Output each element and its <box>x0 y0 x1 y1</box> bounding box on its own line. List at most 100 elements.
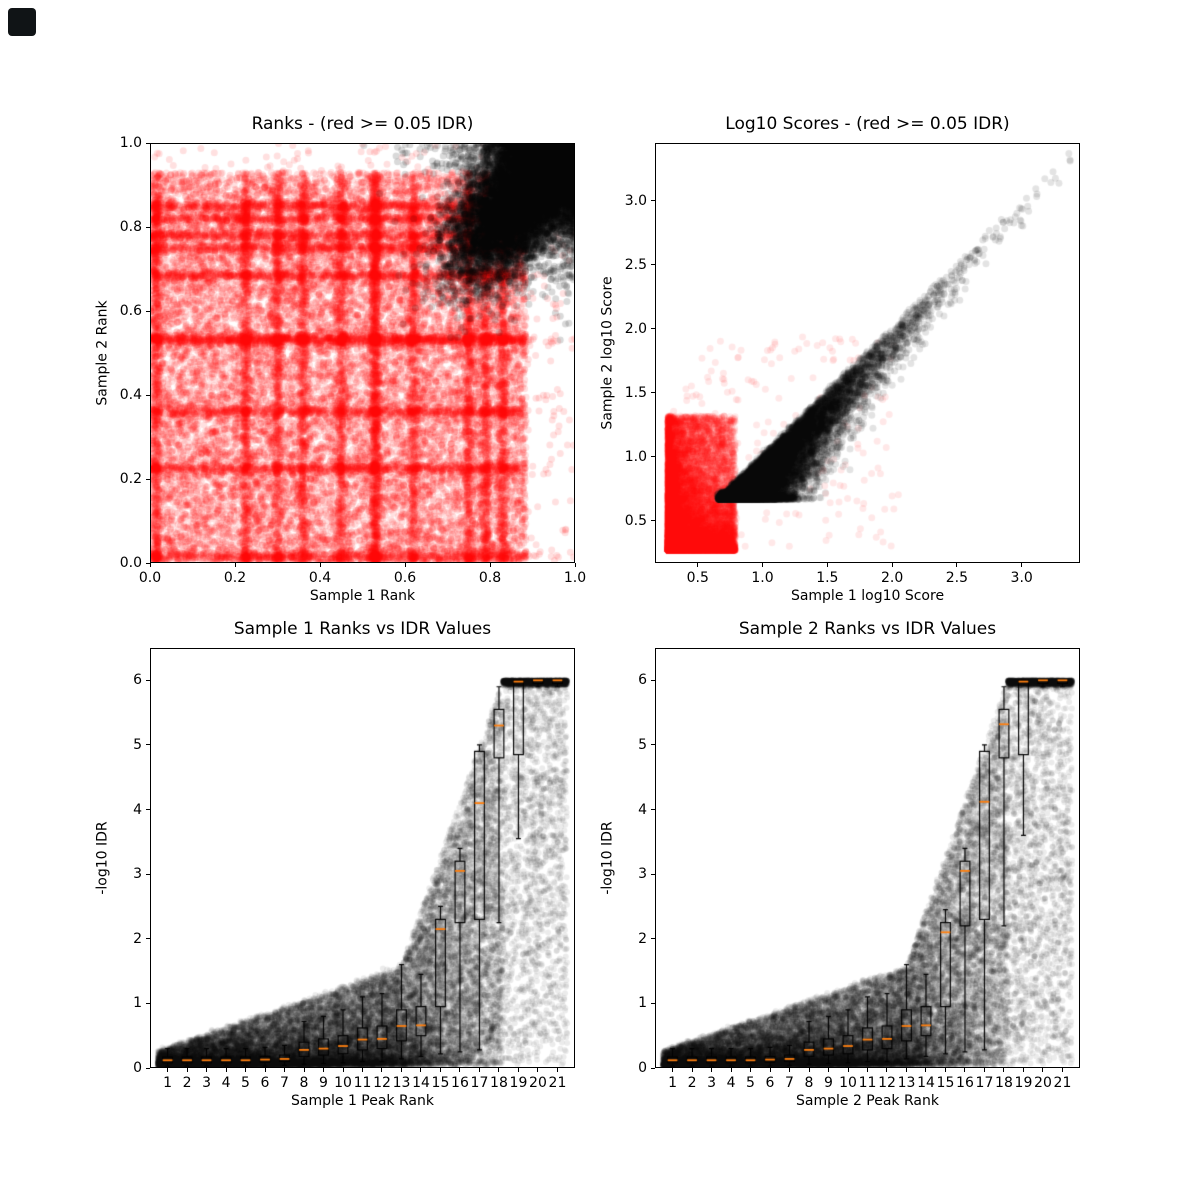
x-tick-label: 16 <box>451 1075 469 1091</box>
y-axis-label: -log10 IDR <box>95 821 112 895</box>
x-tick-mark <box>478 1068 480 1072</box>
window-artifact <box>8 8 36 36</box>
y-tick-label: 5 <box>638 736 647 753</box>
x-tick-label: 14 <box>412 1075 430 1091</box>
x-tick-mark <box>264 1068 266 1072</box>
y-tick-label: 0.0 <box>119 555 142 571</box>
ranks-scatter-canvas <box>150 143 575 563</box>
y-tick-mark <box>146 394 150 396</box>
x-tick-label: 12 <box>878 1075 896 1091</box>
x-tick-mark <box>730 1068 732 1072</box>
x-tick-label: 5 <box>241 1075 250 1091</box>
x-tick-mark <box>303 1068 305 1072</box>
x-tick-mark <box>400 1068 402 1072</box>
x-tick-label: 18 <box>490 1075 508 1091</box>
y-tick-label: 0.2 <box>119 471 142 487</box>
y-tick-mark <box>146 873 150 875</box>
x-tick-label: 3 <box>707 1075 716 1091</box>
y-axis-label: Sample 2 Rank <box>95 300 111 406</box>
x-tick-mark <box>944 1068 946 1072</box>
x-tick-label: 7 <box>785 1075 794 1091</box>
y-tick-label: 2 <box>638 930 647 947</box>
y-tick-mark <box>651 809 655 811</box>
x-axis-label: Sample 2 Peak Rank <box>796 1093 939 1109</box>
x-tick-mark <box>808 1068 810 1072</box>
x-tick-label: 0.5 <box>686 570 709 586</box>
x-axis-label: Sample 1 log10 Score <box>790 588 945 604</box>
x-tick-mark <box>828 1068 829 1072</box>
x-tick-mark <box>225 1068 227 1072</box>
x-tick-mark <box>905 1068 907 1072</box>
y-tick-mark <box>146 809 150 811</box>
x-tick-label: 6 <box>260 1075 270 1091</box>
x-tick-label: 13 <box>392 1075 411 1091</box>
x-tick-mark <box>983 1068 985 1072</box>
x-tick-mark <box>517 1068 519 1072</box>
x-tick-label: 0.4 <box>308 570 332 586</box>
chart-title: Ranks - (red >= 0.05 IDR) <box>251 114 474 134</box>
x-tick-label: 1.0 <box>751 570 774 586</box>
x-tick-label: 6 <box>765 1075 775 1091</box>
x-tick-mark <box>964 1068 966 1072</box>
x-tick-mark <box>711 1068 713 1072</box>
y-tick-mark <box>146 310 150 312</box>
x-tick-label: 2.5 <box>945 570 969 586</box>
y-tick-label: 0 <box>638 1060 647 1076</box>
x-tick-mark <box>323 1068 324 1072</box>
y-tick-label: 2.0 <box>624 320 647 337</box>
chart-title: Sample 1 Ranks vs IDR Values <box>233 619 492 639</box>
y-tick-mark <box>146 744 150 746</box>
y-axis-label: -log10 IDR <box>600 821 617 895</box>
x-tick-label: 8 <box>299 1075 309 1091</box>
y-tick-label: 1.5 <box>624 384 647 401</box>
y-tick-label: 4 <box>133 801 142 818</box>
x-tick-mark <box>498 1068 500 1072</box>
x-tick-mark <box>489 563 491 567</box>
y-tick-mark <box>146 142 150 144</box>
x-tick-mark <box>234 563 236 567</box>
y-tick-label: 1 <box>638 995 647 1012</box>
subplot-log10-scores: Log10 Scores - (red >= 0.05 IDR) Sample … <box>600 114 1080 604</box>
x-tick-label: 2.0 <box>880 570 904 586</box>
x-tick-label: 1 <box>163 1075 172 1091</box>
y-tick-label: 2.5 <box>624 256 647 273</box>
sample2-idr-canvas <box>655 648 1080 1068</box>
y-tick-label: 2 <box>133 930 142 947</box>
x-tick-label: 20 <box>1034 1075 1052 1091</box>
subplot-sample2-rank-vs-idr: Sample 2 Ranks vs IDR Values Sample 2 Pe… <box>600 619 1080 1109</box>
x-tick-mark <box>362 1068 363 1072</box>
y-tick-label: 5 <box>133 736 142 753</box>
x-axis-label: Sample 1 Rank <box>309 588 416 604</box>
y-tick-mark <box>146 562 150 564</box>
chart-title: Sample 2 Ranks vs IDR Values <box>738 619 997 639</box>
scores-scatter-canvas <box>655 143 1080 563</box>
y-tick-label: 1.0 <box>624 448 647 465</box>
x-tick-mark <box>319 563 321 567</box>
x-tick-label: 18 <box>995 1075 1013 1091</box>
y-tick-mark <box>651 328 655 330</box>
x-tick-mark <box>697 563 699 567</box>
x-tick-mark <box>186 1068 188 1072</box>
x-tick-label: 1.5 <box>816 570 839 586</box>
x-tick-mark <box>956 563 958 567</box>
x-tick-mark <box>1042 1068 1044 1072</box>
x-tick-label: 20 <box>529 1075 547 1091</box>
x-tick-mark <box>867 1068 868 1072</box>
y-tick-mark <box>146 679 150 681</box>
subplot-sample1-rank-vs-idr: Sample 1 Ranks vs IDR Values Sample 1 Pe… <box>95 619 575 1109</box>
x-tick-label: 15 <box>431 1075 450 1091</box>
x-tick-mark <box>404 563 406 567</box>
x-tick-label: 3 <box>202 1075 211 1091</box>
x-tick-mark <box>769 1068 771 1072</box>
y-tick-mark <box>651 456 655 458</box>
x-tick-label: 9 <box>319 1075 328 1091</box>
y-tick-mark <box>651 744 655 746</box>
y-tick-mark <box>651 938 655 940</box>
y-tick-mark <box>651 392 655 394</box>
x-tick-label: 10 <box>334 1075 352 1091</box>
y-tick-label: 6 <box>133 672 142 689</box>
x-tick-mark <box>1021 563 1023 567</box>
y-tick-mark <box>651 679 655 681</box>
y-tick-label: 1 <box>133 995 142 1012</box>
x-tick-mark <box>381 1068 383 1072</box>
